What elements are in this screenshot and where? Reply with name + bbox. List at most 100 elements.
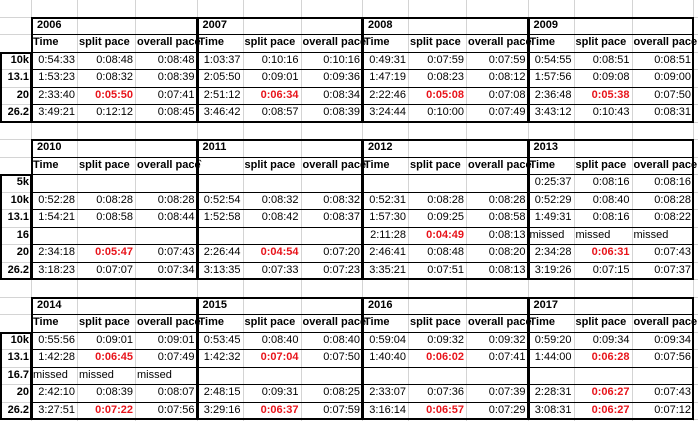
highlighted-cell: 0:07:04 (260, 351, 299, 363)
row-label: 16.7 (7, 368, 29, 381)
cell: 2:11:28 (370, 228, 406, 241)
cell: 0:08:28 (654, 193, 691, 206)
row-line (362, 209, 528, 210)
cell: 3:13:35 (203, 263, 241, 276)
highlighted-cell: 0:06:02 (426, 351, 464, 363)
cell: 0:09:01 (96, 333, 133, 346)
cell: 0:52:31 (369, 193, 406, 206)
row-line (362, 174, 528, 175)
row-line (527, 384, 693, 385)
column-header: overall pace (302, 36, 367, 48)
cell: 0:09:08 (592, 71, 630, 83)
row-line (196, 244, 362, 245)
row-line (31, 174, 197, 175)
cell: 0:07:51 (427, 263, 464, 276)
cell: 0:07:36 (427, 386, 464, 398)
year-header: 2011 (202, 141, 227, 153)
grid-line (466, 0, 467, 421)
row-line (196, 349, 362, 350)
row-line (31, 69, 197, 70)
cell: 0:08:39 (157, 71, 195, 83)
row-line (362, 191, 528, 193)
year-header: 2013 (533, 141, 558, 153)
row-label: 10k (10, 333, 29, 346)
highlighted-cell: 0:07:22 (95, 403, 133, 416)
column-header: overall pace (468, 36, 532, 48)
grid-line (300, 0, 302, 421)
column-header: Time (364, 158, 390, 171)
column-header: overall pace (633, 36, 698, 48)
row-line (31, 156, 197, 158)
cell: missed (529, 228, 565, 241)
highlighted-cell: 0:04:49 (426, 228, 464, 241)
column-header: split pace (410, 316, 461, 328)
row-label: 16 (16, 228, 29, 241)
column-header: split pace (79, 158, 130, 171)
cell: 0:08:20 (488, 246, 526, 258)
highlighted-cell: 0:05:47 (95, 246, 133, 258)
highlighted-cell: 0:06:28 (591, 351, 630, 363)
cell: 0:07:59 (427, 53, 464, 66)
highlighted-cell: 0:06:31 (591, 246, 630, 258)
cell: 0:10:16 (323, 53, 360, 66)
row-line (196, 314, 362, 315)
row-label: 13.1 (7, 211, 29, 223)
row-line (362, 86, 528, 88)
cell: 0:07:33 (261, 263, 299, 276)
cell: 0:08:34 (323, 88, 360, 101)
row-line (196, 401, 362, 403)
highlighted-cell: 0:05:38 (591, 88, 630, 101)
row-line (527, 156, 693, 158)
row-line (527, 314, 693, 315)
cell: missed (633, 228, 669, 241)
cell: 0:08:28 (488, 193, 526, 206)
column-header: Time (529, 36, 555, 48)
row-line (196, 174, 362, 175)
year-header: 2006 (37, 18, 62, 31)
row-line (527, 51, 693, 53)
row-line (362, 104, 528, 105)
cell: 3:29:16 (203, 403, 241, 416)
cell: 0:07:07 (96, 263, 133, 276)
row-line (31, 104, 197, 105)
cell: 0:49:31 (369, 53, 406, 66)
column-header: split pace (244, 316, 296, 328)
cell: 0:08:28 (96, 193, 133, 206)
column-header: split pace (79, 36, 130, 48)
cell: 0:07:59 (488, 53, 526, 66)
cell: 1:52:58 (203, 211, 241, 223)
cell: missed (33, 368, 68, 381)
cell: 0:08:51 (592, 53, 630, 66)
cell: missed (137, 368, 172, 381)
cell: 2:34:18 (38, 246, 75, 258)
cell: 0:10:43 (592, 106, 630, 118)
row-line (31, 191, 197, 193)
row-line (362, 156, 528, 158)
cell: 0:08:48 (157, 53, 195, 66)
row-line (31, 366, 197, 368)
cell: 0:54:55 (534, 53, 572, 66)
row-line (362, 69, 528, 70)
row-label: 26.2 (7, 403, 29, 416)
cell: 0:52:54 (203, 193, 241, 206)
label-column-border (0, 174, 32, 280)
cell: 0:08:40 (261, 333, 299, 346)
cell: 0:08:40 (592, 193, 630, 206)
row-label: 20 (16, 246, 29, 258)
cell: 0:07:56 (654, 351, 691, 363)
year-header: 2014 (37, 298, 62, 311)
highlighted-cell: 0:06:57 (426, 403, 464, 416)
cell: missed (575, 228, 611, 241)
cell: 2:36:48 (534, 88, 572, 101)
cell: 0:08:31 (654, 106, 691, 118)
column-header: split pace (575, 316, 627, 328)
grid-line (573, 0, 575, 421)
highlighted-cell: 0:06:45 (95, 351, 133, 363)
year-group-border (527, 296, 694, 420)
row-line (362, 51, 528, 53)
column-header: overall pace (468, 158, 532, 171)
cell: 0:07:37 (654, 263, 691, 276)
cell: 0:25:37 (534, 176, 572, 188)
column-header: split pace (410, 158, 461, 171)
column-header: overall pace (302, 316, 367, 328)
